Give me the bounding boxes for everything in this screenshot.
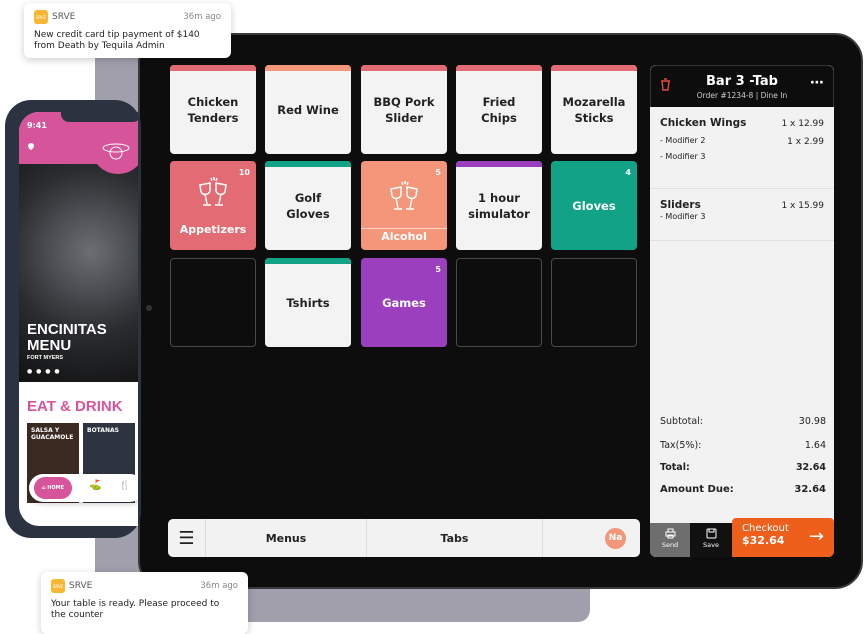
- total-row: Total: 32.64: [660, 462, 826, 473]
- menu-tile[interactable]: 1 hour simulator: [456, 161, 542, 250]
- item-name: Chicken Wings: [660, 117, 747, 129]
- menu-tile[interactable]: Mozarella Sticks: [551, 65, 637, 154]
- tile-label: Appetizers: [179, 223, 247, 236]
- tile-label: Gloves: [572, 198, 616, 213]
- save-icon: [706, 528, 716, 539]
- item-modifier: - Modifier 3: [660, 212, 706, 221]
- wine-glasses-icon: [385, 179, 423, 215]
- tile-label: BBQ Pork Slider: [373, 94, 435, 125]
- tile-label: Alcohol: [381, 230, 427, 243]
- tile-label: Chicken Tenders: [187, 94, 239, 125]
- printer-icon: [665, 528, 675, 539]
- tile-color-bar: [456, 65, 542, 71]
- arrow-right-icon: →: [808, 526, 824, 547]
- tile-label: 1 hour simulator: [468, 190, 530, 221]
- notification-card[interactable]: SRVE SRVE 36m ago Your table is ready. Ple…: [41, 572, 248, 634]
- empty-tile: [456, 258, 542, 347]
- tile-label: Fried Chips: [481, 94, 517, 125]
- tile-color-bar: [265, 161, 351, 167]
- srve-logo: SRVE: [51, 579, 65, 593]
- trash-icon[interactable]: [660, 78, 671, 91]
- menu-tile[interactable]: Red Wine: [265, 65, 351, 154]
- tile-color-bar: [551, 65, 637, 71]
- tile-color-bar: [265, 258, 351, 264]
- carousel-dots[interactable]: ● ● ● ●: [27, 368, 61, 375]
- home-icon: ⌂: [41, 485, 48, 491]
- tax-row: Tax(5%): 1.64: [660, 440, 826, 451]
- hero-subtitle: FORT MYERS: [27, 355, 64, 361]
- bottom-nav-bar: ☰ Menus Tabs Na: [168, 519, 640, 557]
- tile-color-bar: [361, 65, 447, 71]
- phone-screen: 9:41 ENCINITAS MENU FORT MYERS ● ● ● ● E…: [19, 112, 138, 526]
- wine-glasses-icon: [194, 175, 232, 211]
- menus-tab[interactable]: Menus: [206, 519, 367, 557]
- section-title: EAT & DRINK: [27, 398, 123, 415]
- user-avatar[interactable]: Na: [605, 527, 626, 549]
- tablet-camera: [146, 305, 152, 311]
- tile-count: 5: [435, 265, 441, 274]
- tabs-tab[interactable]: Tabs: [367, 519, 543, 557]
- tile-color-bar: [170, 65, 256, 71]
- send-button[interactable]: Send: [650, 523, 690, 557]
- order-title: Bar 3 -Tab: [706, 74, 778, 89]
- save-button[interactable]: Save: [690, 523, 732, 557]
- dining-icon[interactable]: 🍴: [119, 481, 131, 491]
- order-panel: Bar 3 -Tab Order #1234-8 | Dine In ⋯ Chi…: [650, 65, 834, 557]
- golf-icon[interactable]: ⛳: [89, 480, 102, 491]
- order-header: Bar 3 -Tab Order #1234-8 | Dine In ⋯: [650, 65, 834, 107]
- item-price: 1 x 15.99: [781, 201, 824, 211]
- item-name: Sliders: [660, 199, 701, 211]
- tile-label: Games: [382, 295, 426, 310]
- empty-tile: [551, 258, 637, 347]
- modifier-price: 1 x 2.99: [787, 137, 824, 147]
- restaurant-logo: [93, 130, 138, 174]
- menu-tile[interactable]: 10 Appetizers: [170, 161, 256, 250]
- order-item[interactable]: Sliders 1 x 15.99 - Modifier 3: [650, 189, 834, 241]
- tile-color-bar: [265, 65, 351, 71]
- tile-label: Tshirts: [286, 295, 330, 310]
- menu-tile[interactable]: 5 Games: [361, 258, 447, 347]
- menu-tile[interactable]: BBQ Pork Slider: [361, 65, 447, 154]
- menu-tile[interactable]: 5 Alcohol: [361, 161, 447, 250]
- menu-tile[interactable]: Fried Chips: [456, 65, 542, 154]
- checkout-button[interactable]: Checkout $32.64 →: [732, 518, 834, 557]
- home-nav-button[interactable]: ⌂ HOME: [34, 477, 72, 499]
- menu-tile[interactable]: Tshirts: [265, 258, 351, 347]
- menu-tile[interactable]: Golf Gloves: [265, 161, 351, 250]
- srve-logo: SRVE: [34, 10, 48, 24]
- more-options-icon[interactable]: ⋯: [810, 75, 824, 91]
- tile-label: Mozarella Sticks: [562, 94, 626, 125]
- item-price: 1 x 12.99: [781, 119, 824, 129]
- hero-title: ENCINITAS: [27, 321, 107, 338]
- phone-bottom-nav: ⌂ HOME ⛳ 🍴: [29, 474, 138, 502]
- subtotal-row: Subtotal: 30.98: [660, 416, 826, 427]
- tile-count: 4: [625, 168, 631, 177]
- menu-tile[interactable]: Chicken Tenders: [170, 65, 256, 154]
- item-modifier: - Modifier 3: [660, 152, 706, 161]
- order-item[interactable]: Chicken Wings 1 x 12.99 - Modifier 2 1 x…: [650, 107, 834, 189]
- item-modifier: - Modifier 2: [660, 136, 706, 145]
- notification-card[interactable]: SRVE SRVE 36m ago New credit card tip paym…: [24, 3, 231, 58]
- menu-tile[interactable]: 4 Gloves: [551, 161, 637, 250]
- amount-due-row: Amount Due: 32.64: [660, 484, 826, 495]
- tile-label: Golf Gloves: [286, 190, 330, 221]
- empty-tile: [170, 258, 256, 347]
- order-subtitle: Order #1234-8 | Dine In: [696, 91, 788, 100]
- notification-message: Your table is ready. Please proceed to t…: [51, 599, 220, 620]
- status-time: 9:41: [27, 121, 47, 130]
- tile-color-bar: [456, 161, 542, 167]
- tile-count: 10: [238, 168, 250, 177]
- tile-count: 5: [435, 168, 441, 177]
- hero-title: MENU: [27, 337, 72, 354]
- hamburger-menu-icon[interactable]: ☰: [168, 519, 206, 557]
- tile-label: Red Wine: [277, 102, 339, 117]
- notification-message: New credit card tip payment of $140 from…: [34, 30, 200, 51]
- hero-image: [19, 164, 138, 382]
